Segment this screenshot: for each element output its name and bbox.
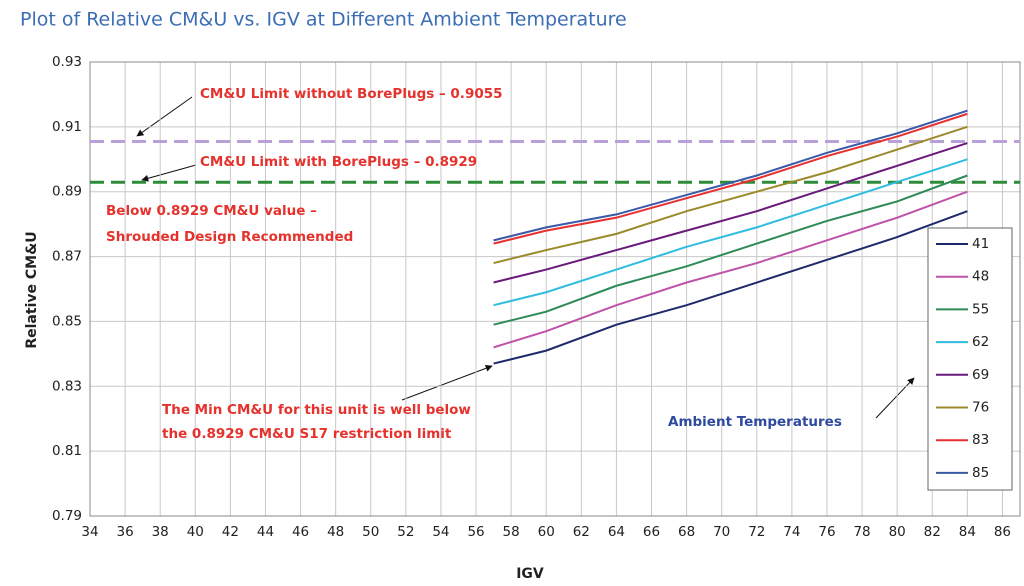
legend-label: 41 bbox=[972, 236, 989, 252]
y-tick-label: 0.85 bbox=[52, 313, 82, 329]
x-tick-label: 50 bbox=[362, 524, 379, 540]
x-tick-label: 52 bbox=[397, 524, 414, 540]
arrow bbox=[141, 164, 197, 182]
x-tick-label: 58 bbox=[503, 524, 520, 540]
series-line bbox=[493, 210, 968, 365]
x-tick-label: 34 bbox=[81, 524, 98, 540]
y-axis-label: Relative CM&U bbox=[24, 231, 40, 348]
annotation: Below 0.8929 CM&U value – bbox=[106, 203, 317, 219]
y-tick-label: 0.83 bbox=[52, 378, 82, 394]
annotation: Shrouded Design Recommended bbox=[106, 229, 353, 245]
series-line bbox=[493, 125, 968, 265]
x-axis-label: IGV bbox=[516, 566, 544, 582]
x-tick-label: 76 bbox=[818, 524, 835, 540]
y-tick-label: 0.79 bbox=[52, 508, 82, 524]
x-tick-label: 66 bbox=[643, 524, 660, 540]
x-tick-label: 54 bbox=[432, 524, 449, 540]
x-tick-label: 74 bbox=[783, 524, 800, 540]
x-tick-label: 68 bbox=[678, 524, 695, 540]
x-tick-label: 48 bbox=[327, 524, 344, 540]
y-tick-label: 0.93 bbox=[52, 54, 82, 70]
x-tick-label: 56 bbox=[467, 524, 484, 540]
x-tick-label: 78 bbox=[853, 524, 870, 540]
y-tick-label: 0.89 bbox=[52, 184, 82, 200]
legend-label: 69 bbox=[972, 367, 989, 383]
arrow bbox=[875, 377, 915, 419]
x-tick-label: 46 bbox=[292, 524, 309, 540]
series-line bbox=[493, 174, 968, 326]
x-tick-label: 86 bbox=[994, 524, 1011, 540]
x-tick-label: 62 bbox=[573, 524, 590, 540]
x-tick-label: 38 bbox=[152, 524, 169, 540]
x-tick-label: 40 bbox=[187, 524, 204, 540]
arrow bbox=[136, 96, 193, 137]
legend-label: 62 bbox=[972, 334, 989, 350]
plot-border bbox=[89, 61, 1021, 517]
chart-title: Plot of Relative CM&U vs. IGV at Differe… bbox=[20, 9, 627, 31]
legend-label: 83 bbox=[972, 432, 989, 448]
x-tick-label: 80 bbox=[889, 524, 906, 540]
x-tick-label: 70 bbox=[713, 524, 730, 540]
y-tick-label: 0.81 bbox=[52, 443, 82, 459]
x-tick-label: 72 bbox=[748, 524, 765, 540]
annotation: Ambient Temperatures bbox=[668, 414, 842, 430]
x-tick-label: 36 bbox=[117, 524, 134, 540]
x-tick-label: 42 bbox=[222, 524, 239, 540]
x-tick-label: 64 bbox=[608, 524, 625, 540]
annotation: CM&U Limit with BorePlugs – 0.8929 bbox=[200, 154, 477, 170]
legend-label: 85 bbox=[972, 465, 989, 481]
y-tick-label: 0.91 bbox=[52, 119, 82, 135]
arrow bbox=[401, 364, 493, 401]
legend-label: 76 bbox=[972, 400, 989, 416]
x-tick-label: 44 bbox=[257, 524, 274, 540]
series-line bbox=[493, 112, 968, 245]
x-tick-label: 84 bbox=[959, 524, 976, 540]
legend-box bbox=[927, 227, 1013, 491]
annotation: the 0.8929 CM&U S17 restriction limit bbox=[162, 426, 452, 442]
x-tick-label: 60 bbox=[538, 524, 555, 540]
y-tick-label: 0.87 bbox=[52, 249, 82, 265]
legend-label: 55 bbox=[972, 301, 989, 317]
annotation: CM&U Limit without BorePlugs – 0.9055 bbox=[200, 86, 503, 102]
series-line bbox=[493, 109, 968, 242]
series-line bbox=[493, 158, 968, 307]
series-line bbox=[493, 190, 968, 349]
x-tick-label: 82 bbox=[924, 524, 941, 540]
series-line bbox=[493, 142, 968, 284]
legend-label: 48 bbox=[972, 269, 989, 285]
annotation: The Min CM&U for this unit is well below bbox=[162, 402, 471, 418]
